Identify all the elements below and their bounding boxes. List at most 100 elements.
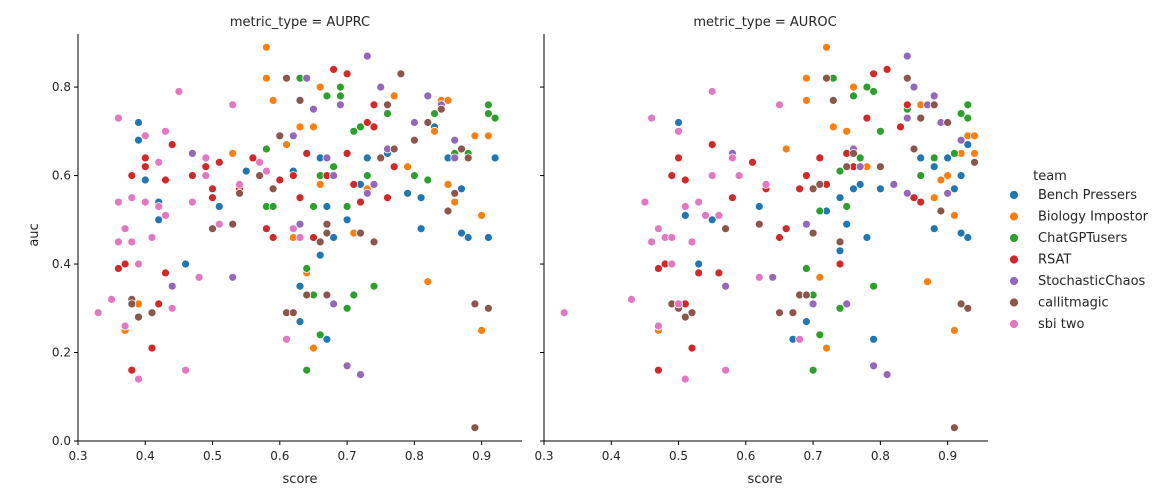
x-tick-label-auprc: 0.8 <box>405 449 424 463</box>
point-auprc-chatgptusers <box>430 109 439 118</box>
point-auroc-bench-pressers <box>802 317 811 327</box>
point-auprc-stochasticchaos <box>329 299 339 309</box>
axes-auroc: 0.3 0.4 0.5 0.6 0.7 0.8 0.9 <box>534 34 988 463</box>
point-auroc-biology-impostor <box>923 277 932 287</box>
point-auroc-sbi-two <box>640 197 650 207</box>
point-auprc-stochasticchaos <box>187 148 197 158</box>
point-auroc-sbi-two <box>680 202 690 211</box>
point-auroc-rsat <box>667 171 677 181</box>
axes-auprc: 0.3 0.4 0.5 0.6 0.7 0.8 0.9 0.0 0.2 0.4 0.6 0.8 <box>52 34 522 463</box>
point-auroc-bench-pressers <box>956 228 966 238</box>
point-auroc-callitmagic <box>936 206 946 216</box>
point-auroc-sbi-two <box>721 365 730 375</box>
point-auprc-stochasticchaos <box>295 219 305 229</box>
point-auroc-bench-pressers <box>862 233 872 242</box>
point-auprc-bench-pressers <box>140 175 150 185</box>
point-auroc-callitmagic <box>775 308 784 318</box>
point-auprc-rsat <box>161 175 170 185</box>
point-auroc-stochasticchaos <box>842 299 852 309</box>
point-auprc-sbi-two <box>114 113 123 123</box>
point-auroc-chatgptusers <box>862 82 872 92</box>
point-auroc-chatgptusers <box>815 330 825 340</box>
point-auprc-biology-impostor <box>261 42 271 52</box>
point-auroc-bench-pressers <box>876 184 885 194</box>
point-auroc-biology-impostor <box>822 343 831 353</box>
legend-marker <box>1009 319 1019 329</box>
point-auprc-biology-impostor <box>315 82 325 92</box>
point-auprc-bench-pressers <box>322 202 332 211</box>
point-auprc-bench-pressers <box>295 317 305 327</box>
point-auprc-bench-pressers <box>154 215 164 225</box>
point-auroc-callitmagic <box>963 303 973 313</box>
point-auroc-sbi-two <box>734 171 744 181</box>
point-auprc-callitmagic <box>208 224 217 234</box>
point-auprc-stochasticchaos <box>450 135 460 145</box>
point-auprc-stochasticchaos <box>409 118 419 127</box>
point-auprc-stochasticchaos <box>450 153 460 163</box>
point-auroc-chatgptusers <box>963 100 973 110</box>
point-auprc-callitmagic <box>409 135 419 145</box>
point-auroc-bench-pressers <box>869 334 878 344</box>
point-auprc-callitmagic <box>322 290 332 300</box>
point-auprc-chatgptusers <box>329 162 339 172</box>
panel-title-auroc: metric_type = AUROC <box>693 15 836 30</box>
point-auroc-rsat <box>707 140 717 150</box>
point-auroc-biology-impostor <box>828 122 838 132</box>
point-auprc-stochasticchaos <box>423 91 433 101</box>
point-auprc-bench-pressers <box>181 259 191 269</box>
point-auprc-chatgptusers <box>261 144 271 154</box>
point-auroc-chatgptusers <box>963 113 973 123</box>
point-auprc-chatgptusers <box>483 100 493 110</box>
point-auprc-rsat <box>140 153 150 163</box>
point-auprc-sbi-two <box>154 202 164 211</box>
x-tick-label-auroc: 0.5 <box>669 449 688 463</box>
point-auprc-rsat <box>369 100 379 110</box>
point-auprc-stochasticchaos <box>288 131 298 141</box>
point-auprc-sbi-two <box>261 166 271 176</box>
point-auroc-callitmagic <box>788 308 798 318</box>
point-auprc-rsat <box>383 193 392 203</box>
y-tick-label: 0.6 <box>52 169 71 183</box>
point-auroc-biology-impostor <box>802 96 811 105</box>
x-tick-label-auroc: 0.7 <box>804 449 823 463</box>
point-auroc-sbi-two <box>647 113 656 123</box>
point-auprc-sbi-two <box>134 374 143 384</box>
point-auroc-bench-pressers <box>963 233 973 242</box>
legend-label: ChatGPTusers <box>1038 231 1128 246</box>
point-auprc-bench-pressers <box>362 153 372 163</box>
point-auprc-rsat <box>356 197 365 207</box>
point-auprc-stochasticchaos <box>362 51 372 61</box>
point-auroc-rsat <box>694 268 704 278</box>
point-auprc-callitmagic <box>235 188 244 198</box>
point-auroc-stochasticchaos <box>721 281 730 291</box>
point-auroc-rsat <box>882 65 892 74</box>
point-auroc-stochasticchaos <box>889 179 899 189</box>
point-auprc-callitmagic <box>134 312 143 322</box>
point-auroc-sbi-two <box>707 171 717 181</box>
point-auprc-biology-impostor <box>389 91 399 101</box>
point-auprc-bench-pressers <box>134 118 143 127</box>
x-tick-label-auprc: 0.9 <box>472 449 491 463</box>
point-auprc-rsat <box>248 153 258 163</box>
point-auprc-sbi-two <box>181 365 191 375</box>
point-auroc-chatgptusers <box>956 109 966 118</box>
point-auroc-rsat <box>775 233 784 242</box>
point-auprc-sbi-two <box>114 237 123 247</box>
point-auprc-rsat <box>261 224 271 234</box>
legend-label: sbi two <box>1038 317 1084 332</box>
point-auroc-callitmagic <box>835 237 845 247</box>
point-auroc-callitmagic <box>802 290 811 300</box>
point-auroc-sbi-two <box>674 299 683 309</box>
point-auroc-sbi-two <box>795 334 804 344</box>
point-auprc-stochasticchaos <box>362 188 372 198</box>
point-auprc-biology-impostor <box>309 343 318 353</box>
point-auroc-stochasticchaos <box>929 91 939 101</box>
point-auprc-callitmagic <box>275 131 285 141</box>
point-auroc-rsat <box>687 343 697 353</box>
point-auroc-callitmagic <box>842 162 852 172</box>
point-auprc-bench-pressers <box>315 250 325 260</box>
point-auprc-rsat <box>154 299 164 309</box>
point-auroc-biology-impostor <box>950 325 959 335</box>
point-auprc-bench-pressers <box>322 334 332 344</box>
y-tick-label: 0.2 <box>52 346 71 360</box>
